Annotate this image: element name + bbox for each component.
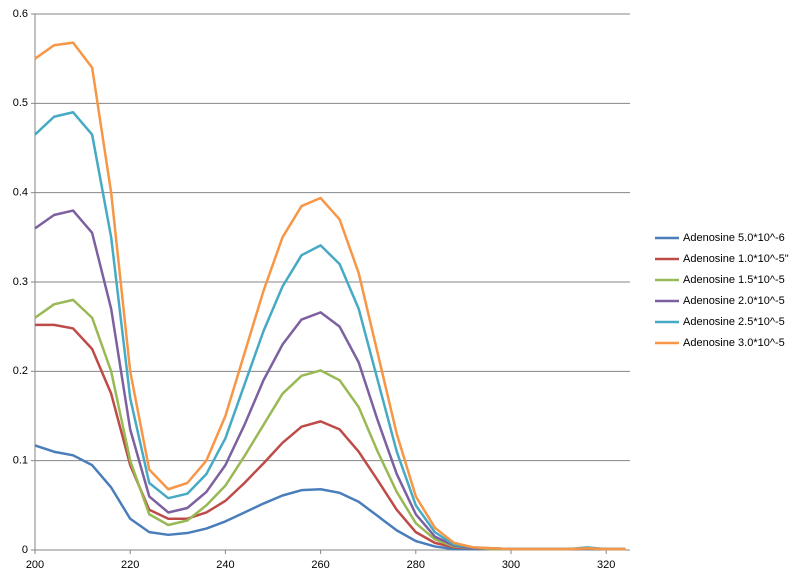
x-tick-label: 240 <box>216 559 234 571</box>
series-line <box>34 41 626 551</box>
y-tick-label: 0.2 <box>13 365 28 377</box>
y-tick-label: 0.5 <box>13 97 28 109</box>
x-tick-label: 300 <box>502 559 520 571</box>
legend-label: Adenosine 3.0*10^-5 <box>683 337 785 349</box>
y-tick-label: 0.6 <box>13 8 28 20</box>
series-line <box>35 323 626 551</box>
y-tick-label: 0 <box>22 544 28 556</box>
x-tick-label: 280 <box>407 559 425 571</box>
x-tick-label: 200 <box>26 559 44 571</box>
x-tick-label: 220 <box>121 559 139 571</box>
series-line <box>34 111 626 551</box>
legend-label: Adenosine 2.0*10^-5 <box>683 295 785 307</box>
legend-label: Adenosine 1.0*10^-5" <box>683 253 789 265</box>
legend-label: Adenosine 2.5*10^-5 <box>683 316 785 328</box>
x-tick-label: 260 <box>311 559 329 571</box>
legend-label: Adenosine 5.0*10^-6 <box>683 232 785 244</box>
y-tick-label: 0.1 <box>13 455 28 467</box>
x-tick-label: 320 <box>597 559 615 571</box>
y-tick-label: 0.3 <box>13 276 28 288</box>
series-line <box>34 209 626 551</box>
legend-label: Adenosine 1.5*10^-5 <box>683 274 785 286</box>
y-tick-label: 0.4 <box>13 187 28 199</box>
